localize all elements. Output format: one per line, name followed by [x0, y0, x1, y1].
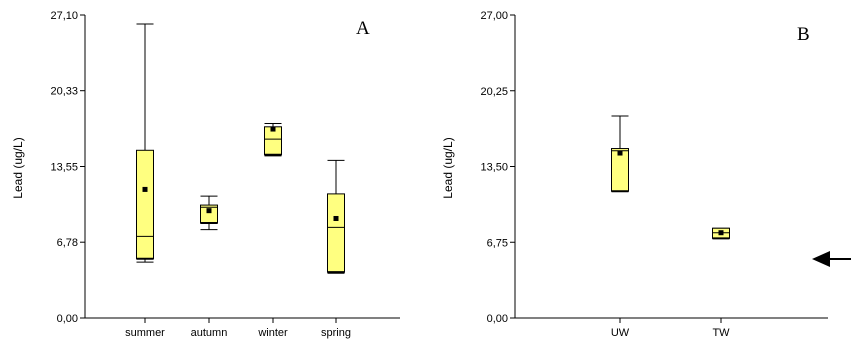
a-box-spring — [327, 159, 345, 274]
mean-marker — [333, 215, 339, 221]
a-y-tick-label: 0,00 — [57, 313, 78, 325]
b-y-tick-label: 20,25 — [480, 86, 508, 98]
a-x-tick-label: summer — [125, 327, 165, 339]
b-x-tick-label: TW — [712, 327, 730, 339]
b-x-tick-label: UW — [611, 327, 630, 339]
box-body — [136, 149, 154, 260]
panel-b-y-axis-label: Lead (ug/L) — [441, 137, 455, 198]
mean-marker — [617, 150, 623, 156]
panel-b: B Lead (ug/L) 0,00 6,75 13,50 20,25 27,00 UW… — [441, 10, 828, 339]
panel-a-letter: A — [356, 18, 370, 39]
left-arrow-icon — [812, 251, 851, 267]
box-body — [327, 193, 345, 273]
panel-a-y-axis-label: Lead (ug/L) — [11, 137, 25, 198]
a-box-autumn — [200, 195, 218, 231]
a-x-tick-label: winter — [257, 327, 288, 339]
a-x-tick-label: spring — [321, 327, 351, 339]
b-y-tick-label: 27,00 — [480, 10, 508, 22]
a-y-tick-label: 13,55 — [50, 162, 78, 174]
panel-b-letter: B — [797, 24, 810, 45]
a-y-tick-label: 6,78 — [57, 237, 78, 249]
mean-marker — [270, 126, 276, 132]
panel-a: A Lead (ug/L) 0,00 6,78 13,55 20,33 27,10 su… — [11, 10, 400, 339]
b-y-tick-label: 6,75 — [487, 237, 508, 249]
a-y-tick-label: 27,10 — [50, 10, 78, 22]
b-y-tick-label: 0,00 — [487, 313, 508, 325]
a-box-winter — [264, 122, 282, 157]
a-x-tick-label: autumn — [191, 327, 228, 339]
mean-marker — [718, 230, 724, 236]
a-y-tick-label: 20,33 — [50, 86, 78, 98]
mean-marker — [142, 186, 148, 192]
b-box-UW — [611, 115, 629, 193]
b-box-TW — [712, 227, 730, 240]
a-box-summer — [136, 23, 154, 263]
mean-marker — [206, 208, 212, 214]
b-y-tick-label: 13,50 — [480, 162, 508, 174]
